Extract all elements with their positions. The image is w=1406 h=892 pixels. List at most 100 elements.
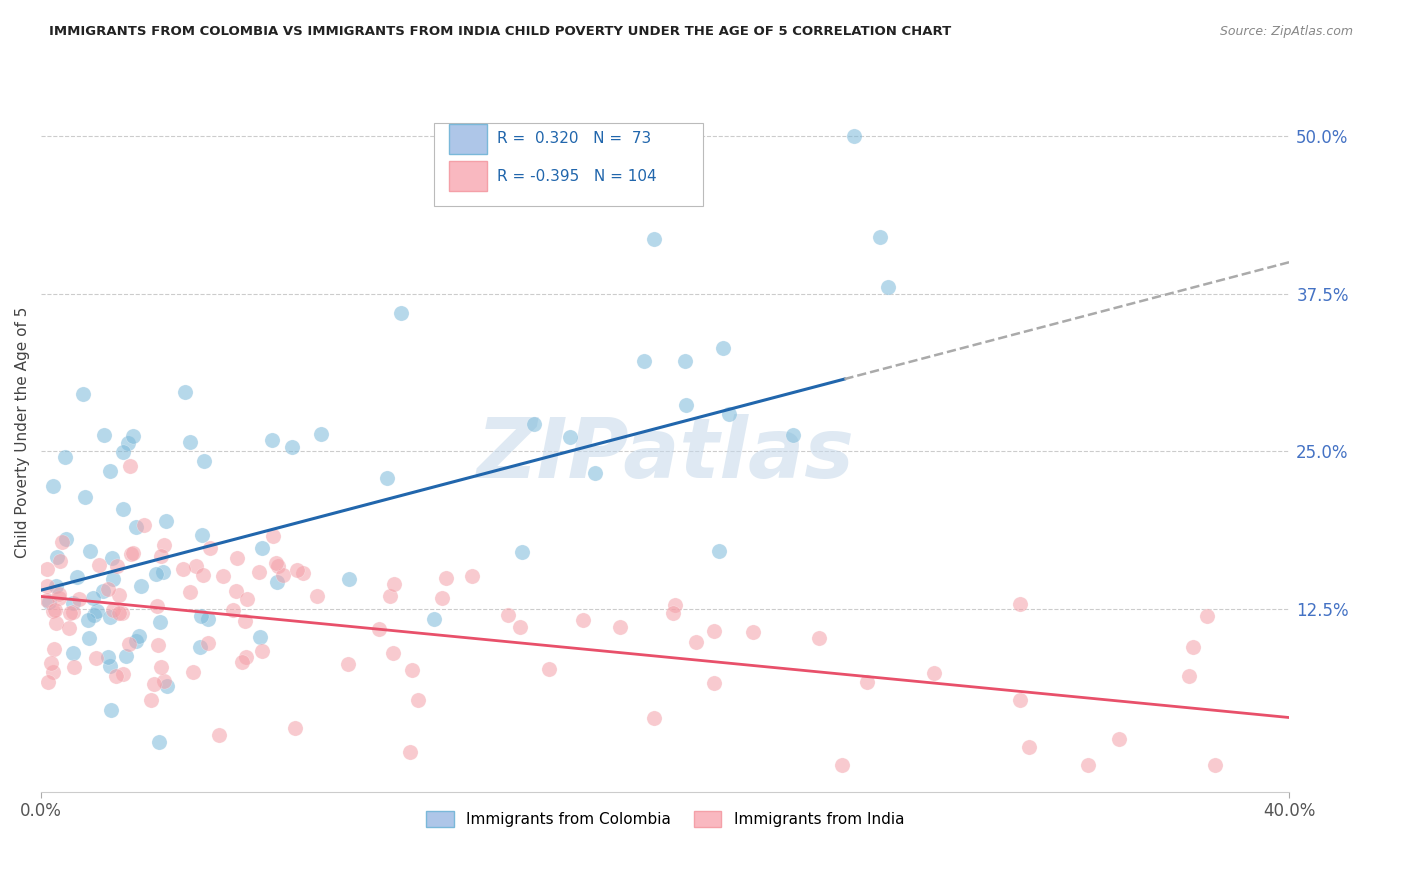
Point (831, 758, 853, 772)
Point (44, 603, 66, 617)
Point (59, 606, 82, 620)
Point (148, 638, 170, 652)
Point (643, 711, 665, 725)
Point (271, 568, 294, 582)
Point (685, 634, 707, 648)
Point (49, 554, 72, 568)
Point (401, 663, 423, 677)
Point (128, 629, 150, 643)
Point (190, 608, 212, 623)
Point (191, 528, 214, 542)
Point (236, 591, 259, 606)
Point (717, 407, 740, 421)
Point (208, 728, 231, 742)
Point (673, 354, 696, 368)
Point (91, 584, 114, 599)
Point (73, 490, 96, 504)
Point (93, 428, 115, 442)
Point (703, 676, 725, 690)
Point (1008, 692, 1031, 706)
Point (643, 232, 665, 246)
Point (156, 679, 179, 693)
Point (1195, 609, 1218, 624)
Point (844, 129, 866, 144)
Point (120, 548, 142, 562)
Point (184, 559, 207, 574)
Point (337, 572, 360, 586)
Point (149, 549, 172, 563)
Point (225, 584, 247, 599)
Point (233, 615, 256, 629)
Point (98, 659, 121, 673)
Point (82, 591, 104, 606)
Point (142, 677, 165, 691)
Point (432, 591, 454, 605)
Point (434, 571, 457, 585)
Point (876, 280, 898, 294)
Point (100, 703, 122, 717)
Point (149, 660, 172, 674)
Point (121, 429, 143, 443)
Point (709, 543, 731, 558)
Point (111, 666, 134, 681)
Text: R =  0.320   N =  73: R = 0.320 N = 73 (496, 131, 651, 146)
Point (250, 541, 273, 556)
Point (132, 518, 155, 533)
Point (41, 665, 63, 679)
Point (609, 620, 631, 634)
Point (111, 501, 134, 516)
Point (37, 579, 59, 593)
Point (117, 435, 139, 450)
Point (37, 562, 59, 576)
Y-axis label: Child Poverty Under the Age of 5: Child Poverty Under the Age of 5 (15, 307, 30, 558)
Point (72, 387, 94, 401)
Point (122, 546, 145, 560)
Point (62, 596, 84, 610)
Point (145, 566, 167, 581)
Point (87, 558, 110, 572)
Point (572, 613, 595, 627)
Point (703, 624, 725, 639)
Point (197, 636, 219, 650)
Point (58, 621, 80, 635)
Point (249, 630, 271, 644)
Point (155, 514, 177, 528)
Point (45, 579, 67, 593)
Point (112, 445, 135, 459)
Point (42, 479, 65, 493)
Text: IMMIGRANTS FROM COLOMBIA VS IMMIGRANTS FROM INDIA CHILD POVERTY UNDER THE AGE OF: IMMIGRANTS FROM COLOMBIA VS IMMIGRANTS F… (49, 25, 952, 38)
Point (191, 568, 214, 582)
Point (37, 674, 59, 689)
Point (125, 519, 148, 533)
Point (104, 669, 127, 683)
Point (86, 604, 108, 618)
FancyBboxPatch shape (450, 161, 486, 191)
Point (46, 549, 69, 564)
Point (62, 646, 84, 660)
Point (231, 655, 253, 669)
Point (148, 615, 170, 629)
Point (115, 648, 138, 663)
Point (76, 613, 98, 627)
Point (111, 606, 134, 620)
Point (538, 663, 561, 677)
Point (188, 640, 211, 654)
Point (193, 454, 215, 468)
Point (118, 459, 141, 474)
Point (869, 230, 891, 244)
Point (172, 561, 194, 575)
Point (235, 649, 257, 664)
Point (741, 625, 763, 640)
Point (782, 428, 804, 442)
Point (45, 615, 67, 630)
Point (100, 609, 122, 624)
Point (1018, 740, 1040, 755)
Point (37, 593, 59, 607)
Point (285, 563, 308, 577)
Point (250, 644, 273, 658)
Point (97, 650, 120, 665)
Point (101, 572, 124, 586)
Point (108, 606, 131, 620)
Point (509, 620, 531, 634)
Point (139, 692, 162, 706)
